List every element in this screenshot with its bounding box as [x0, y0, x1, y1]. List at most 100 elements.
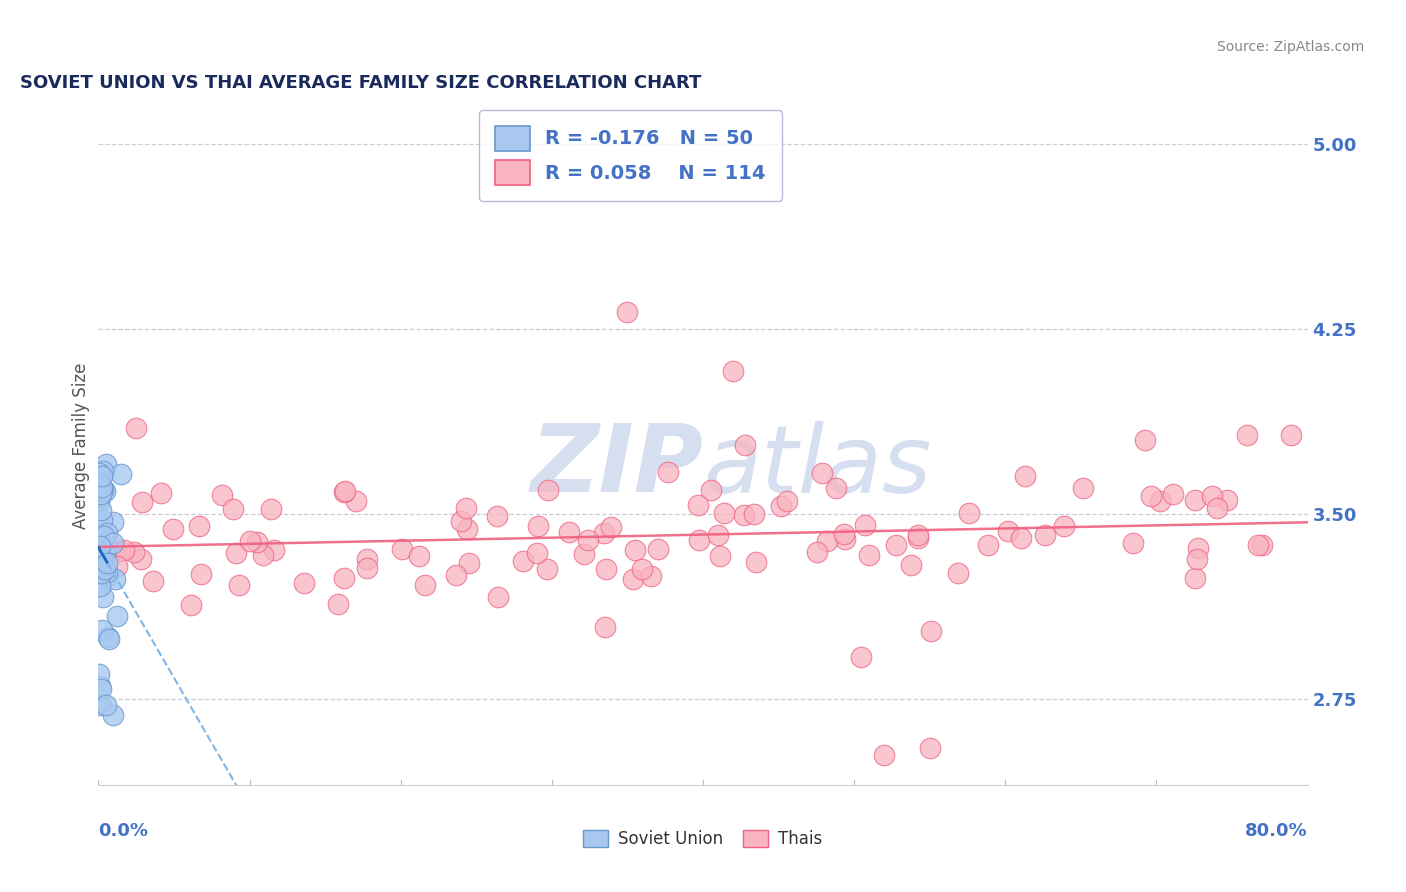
Point [574, 547, 596, 561]
Text: atlas: atlas [703, 421, 931, 512]
Point [907, 528, 929, 542]
Point [408, 549, 430, 564]
Point [1216, 492, 1239, 507]
Point [1035, 527, 1057, 541]
Point [391, 541, 413, 556]
Point [90, 528, 112, 542]
Point [526, 546, 548, 560]
Point [997, 524, 1019, 538]
Point [101, 515, 124, 529]
Point [89, 579, 111, 593]
Point [709, 549, 731, 563]
Point [811, 466, 834, 480]
Point [112, 542, 135, 557]
Point [815, 534, 838, 549]
Point [1122, 536, 1144, 550]
Point [93, 563, 115, 577]
Point [616, 304, 638, 318]
Point [131, 495, 153, 509]
Point [1184, 493, 1206, 508]
Point [853, 518, 876, 533]
Point [723, 364, 745, 378]
Point [211, 488, 233, 502]
Point [90, 698, 112, 713]
Point [700, 483, 723, 497]
Point [1205, 501, 1227, 516]
Point [920, 624, 942, 638]
Point [187, 519, 209, 533]
Point [686, 498, 709, 512]
Point [873, 748, 896, 763]
Y-axis label: Average Family Size: Average Family Size [72, 363, 90, 529]
Point [89, 667, 111, 681]
Point [91, 551, 114, 566]
Point [734, 437, 756, 451]
Point [252, 549, 274, 563]
Point [1187, 541, 1209, 555]
Point [599, 520, 621, 534]
Point [1133, 433, 1156, 447]
Point [456, 500, 478, 515]
Point [486, 508, 509, 523]
Point [631, 561, 654, 575]
Point [91, 590, 114, 604]
Point [1236, 428, 1258, 442]
Point [1251, 538, 1274, 552]
Point [87, 494, 110, 508]
Point [832, 527, 855, 541]
Point [98, 632, 121, 647]
Point [260, 502, 283, 516]
Point [1014, 468, 1036, 483]
Point [536, 562, 558, 576]
Point [1010, 532, 1032, 546]
Point [486, 590, 509, 604]
Point [228, 578, 250, 592]
Point [884, 538, 907, 552]
Point [456, 522, 478, 536]
Point [150, 486, 173, 500]
Point [125, 420, 148, 434]
Point [907, 532, 929, 546]
Point [344, 494, 367, 508]
Point [91, 513, 114, 527]
Point [858, 548, 880, 562]
Point [593, 620, 616, 634]
Point [89, 555, 111, 569]
Text: ZIP: ZIP [530, 420, 703, 512]
Point [713, 507, 735, 521]
Point [621, 572, 644, 586]
Point [1073, 481, 1095, 495]
Point [190, 566, 212, 581]
Point [96, 526, 118, 541]
Point [1139, 489, 1161, 503]
Point [91, 624, 114, 638]
Point [770, 500, 793, 514]
Point [332, 485, 354, 500]
Point [101, 707, 124, 722]
Point [97, 568, 120, 582]
Point [458, 556, 481, 570]
Point [124, 544, 146, 558]
Point [537, 483, 560, 497]
Point [87, 478, 110, 492]
Point [733, 508, 755, 523]
Point [851, 649, 873, 664]
Point [105, 558, 128, 573]
Point [110, 467, 132, 481]
Point [742, 507, 765, 521]
Text: 0.0%: 0.0% [98, 822, 149, 840]
Point [294, 576, 316, 591]
Point [326, 597, 349, 611]
Point [1052, 519, 1074, 533]
Point [558, 525, 581, 540]
Point [512, 554, 534, 568]
Point [91, 465, 114, 479]
Point [90, 527, 112, 541]
Point [333, 571, 356, 585]
Point [446, 568, 468, 582]
Point [825, 481, 848, 495]
Point [1163, 487, 1185, 501]
Point [94, 561, 117, 575]
Point [90, 487, 112, 501]
Point [91, 553, 114, 567]
